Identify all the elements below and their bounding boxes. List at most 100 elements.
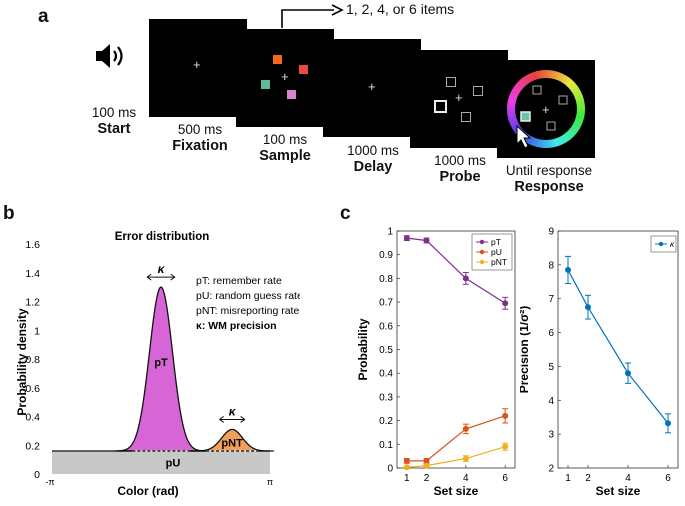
- series-line-pU: [406, 415, 506, 462]
- data-point-pT: [502, 300, 509, 307]
- x-tick-label: 2: [585, 473, 591, 484]
- x-tick-label: 1: [565, 473, 571, 484]
- probe-placeholder: [461, 112, 471, 122]
- sample-item: [287, 90, 296, 99]
- y-tick-label: 6: [548, 328, 554, 339]
- y-tick-label: 0.7: [379, 298, 393, 309]
- legend-marker: [479, 239, 485, 245]
- pu-region: [52, 451, 270, 474]
- data-point-pU: [462, 425, 469, 432]
- data-point-pT: [462, 275, 469, 282]
- y-tick-label: 2: [548, 464, 554, 475]
- timeline-delay: 1000 ms Delay: [347, 143, 399, 175]
- legend-label: κ: [670, 239, 675, 249]
- delay-screen: +: [323, 39, 421, 137]
- y-tick-label: 0.8: [379, 274, 393, 285]
- x-tick-label: π: [267, 477, 273, 487]
- probe-screen: +: [410, 50, 508, 148]
- data-point-pU: [502, 412, 509, 419]
- legend-marker: [658, 241, 664, 247]
- y-tick-label: 9: [548, 227, 554, 238]
- error-distribution-chart: Error distribution Probability density C…: [15, 231, 300, 498]
- data-point-pT: [403, 235, 410, 242]
- svg-text:+: +: [542, 102, 550, 117]
- timeline-sample: 100 ms Sample: [259, 132, 311, 164]
- y-tick-label: 1.2: [25, 297, 40, 309]
- y-axis-label: Precision (1/σ²): [520, 306, 531, 394]
- y-tick-label: 0.5: [379, 345, 393, 356]
- data-point-κ: [585, 304, 591, 311]
- fixation-cross: +: [455, 90, 463, 105]
- legend-label: pNT: [491, 257, 507, 267]
- response-screen: +: [497, 60, 595, 158]
- x-tick-label: 2: [424, 473, 430, 484]
- timeline-fixation: 500 ms Fixation: [172, 122, 228, 154]
- data-point-κ: [625, 370, 631, 377]
- series-line-pT: [406, 237, 506, 304]
- y-tick-label: 0.9: [379, 250, 393, 261]
- pu-label: pU: [166, 458, 181, 470]
- sample-item: [299, 65, 308, 74]
- y-tick-label: 0.2: [379, 416, 393, 427]
- color-wheel[interactable]: +: [497, 60, 595, 158]
- y-tick-label: 4: [548, 396, 554, 407]
- legend-entry: pNT: misreporting rate: [196, 305, 299, 317]
- y-tick-label: 1.6: [25, 239, 40, 251]
- y-tick-label: 8: [548, 260, 554, 271]
- peak-label-pNT: pNT: [221, 437, 243, 449]
- kappa-arrowheads: [218, 416, 246, 423]
- panel-b-letter: b: [3, 203, 15, 224]
- x-axis-label: Set size: [434, 484, 479, 498]
- probe-placeholder: [473, 86, 483, 96]
- kappa-symbol: κ: [229, 404, 237, 418]
- y-tick-label: 1: [387, 227, 393, 238]
- peak-pT: [115, 286, 207, 452]
- legend-entry: pU: random guess rate: [196, 290, 300, 302]
- y-tick-label: 0.6: [25, 383, 40, 395]
- peak-label-pT: pT: [154, 357, 168, 369]
- fixation-cross: +: [281, 69, 289, 84]
- y-tick-label: 0.2: [25, 440, 40, 452]
- kappa-symbol: κ: [158, 262, 166, 276]
- probability-chart: 0 0.1 0.2 0.3 0.4 0.5 0.6 0.7 0.8 0.9 1 1 2 4 6 Set siz…: [356, 227, 516, 498]
- x-tick-label: 1: [404, 473, 410, 484]
- data-point-pNT: [403, 464, 410, 471]
- y-tick-label: 0.6: [379, 321, 393, 332]
- x-axis-label: Color (rad): [117, 484, 178, 498]
- axes-frame: [557, 230, 679, 469]
- legend-marker: [479, 249, 485, 255]
- x-tick-label: 6: [665, 473, 671, 484]
- x-tick-label: -π: [45, 477, 54, 487]
- set-size-arrow: [281, 4, 344, 28]
- y-tick-label: 0.3: [379, 392, 393, 403]
- sample-item: [261, 80, 270, 89]
- data-point-pNT: [462, 455, 469, 462]
- speaker-icon: [96, 44, 123, 68]
- legend-label: pT: [491, 237, 501, 247]
- data-point-pNT: [423, 462, 430, 469]
- fixation-screen: +: [149, 19, 247, 117]
- y-tick-label: 5: [548, 362, 554, 373]
- probe-target: [434, 100, 447, 113]
- y-axis-label: Probability density: [15, 308, 29, 416]
- fixation-cross: +: [368, 79, 376, 94]
- probe-placeholder: [446, 77, 456, 87]
- panel-a-letter: a: [38, 6, 49, 27]
- legend-marker: [479, 259, 485, 265]
- data-point-pU: [403, 457, 410, 464]
- y-tick-label: 1: [34, 325, 40, 337]
- y-tick-label: 0: [387, 464, 393, 475]
- x-tick-label: 4: [463, 473, 469, 484]
- y-tick-label: 1.4: [25, 268, 40, 280]
- y-axis-label: Probability: [356, 318, 370, 380]
- y-tick-label: 0: [34, 469, 40, 481]
- legend-label: pU: [491, 247, 502, 257]
- y-tick-label: 3: [548, 430, 554, 441]
- y-tick-label: 0.4: [25, 412, 40, 424]
- kappa-arrowheads: [146, 273, 176, 281]
- y-tick-label: 0.8: [25, 354, 40, 366]
- legend-entry: pT: remember rate: [196, 275, 282, 287]
- set-size-annotation: 1, 2, 4, or 6 items: [346, 1, 455, 17]
- data-point-pNT: [502, 443, 509, 450]
